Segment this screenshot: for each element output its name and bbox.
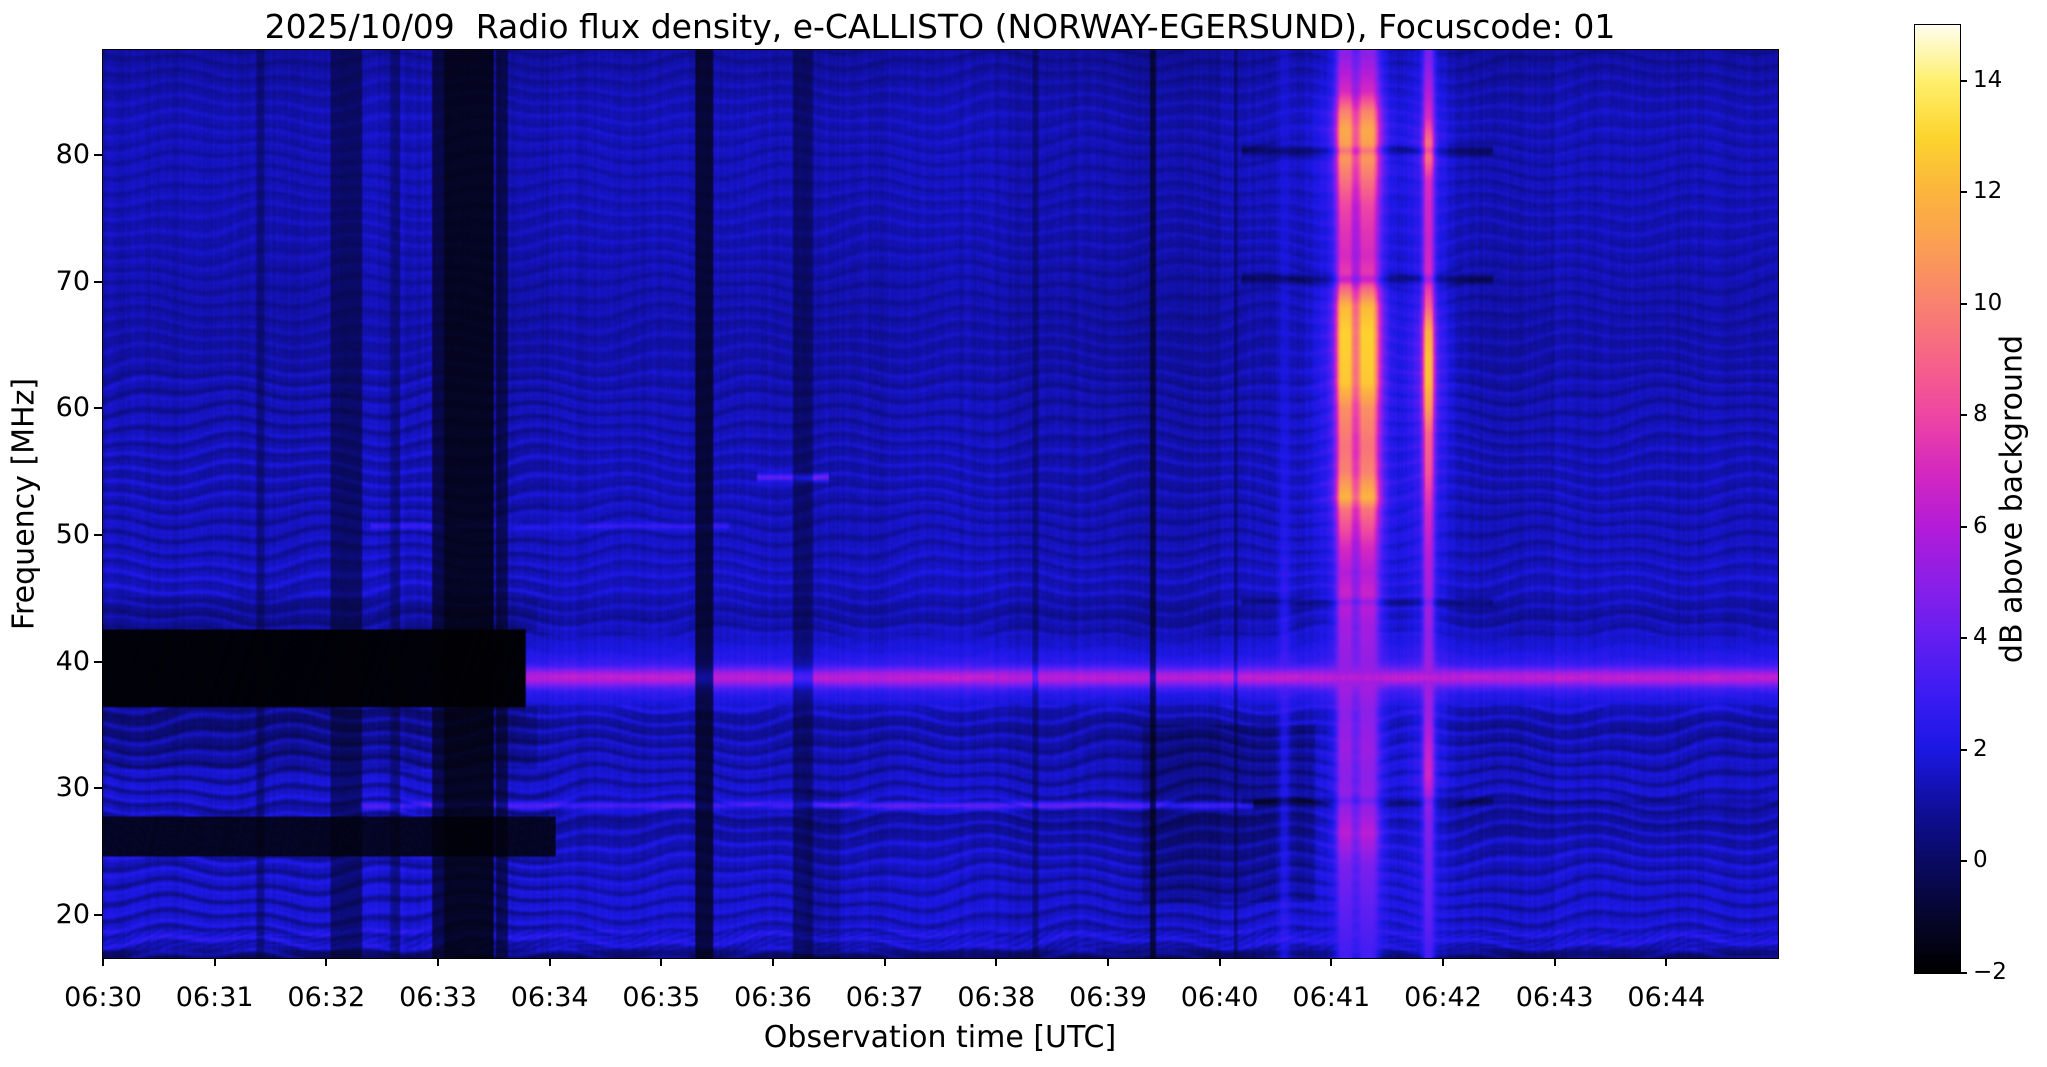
x-tick-label: 06:38 (957, 982, 1036, 1013)
x-tick-mark (1553, 958, 1556, 966)
colorbar-tick-mark (1960, 637, 1967, 640)
y-tick-label: 80 (55, 139, 90, 171)
colorbar-tick-mark (1960, 525, 1967, 528)
y-tick-label: 70 (55, 265, 90, 297)
x-tick-label: 06:33 (399, 982, 477, 1013)
y-tick-label: 60 (55, 392, 90, 424)
x-tick-mark (1442, 958, 1444, 966)
x-tick-label: 06:31 (175, 982, 254, 1013)
x-tick-mark (995, 958, 998, 966)
x-tick-label: 06:43 (1515, 982, 1594, 1013)
colorbar-canvas (1915, 25, 1960, 973)
x-tick-label: 06:30 (64, 982, 142, 1013)
y-tick-mark (94, 787, 102, 790)
x-tick-mark (1665, 958, 1668, 966)
colorbar-tick-label: 0 (1973, 847, 1988, 874)
x-tick-mark (213, 958, 216, 966)
x-tick-label: 06:36 (734, 982, 812, 1013)
chart-title: 2025/10/09 Radio flux density, e-CALLIST… (264, 7, 1616, 46)
x-tick-label: 06:40 (1180, 982, 1259, 1013)
y-tick-mark (94, 407, 102, 410)
y-tick-label: 30 (55, 772, 90, 804)
x-tick-label: 06:37 (845, 982, 924, 1013)
x-tick-mark (437, 958, 439, 966)
spectrogram-canvas (103, 50, 1778, 958)
x-tick-label: 06:42 (1404, 982, 1482, 1013)
colorbar-tick-label: 2 (1973, 735, 1988, 762)
x-tick-mark (883, 958, 886, 966)
y-tick-label: 40 (55, 645, 90, 677)
y-tick-mark (94, 660, 102, 663)
colorbar-tick-mark (1960, 302, 1967, 305)
x-tick-label: 06:32 (287, 982, 366, 1013)
x-tick-label: 06:34 (510, 982, 589, 1013)
colorbar-tick-label: 4 (1973, 624, 1988, 651)
colorbar-tick-label: 10 (1973, 289, 2003, 316)
x-tick-mark (1107, 958, 1109, 966)
colorbar-label: dB above background (1994, 334, 2030, 664)
x-tick-label: 06:44 (1627, 982, 1706, 1013)
y-tick-mark (94, 154, 102, 157)
colorbar-tick-mark (1960, 748, 1967, 751)
x-axis-label: Observation time [UTC] (763, 1020, 1117, 1055)
colorbar-tick-label: 12 (1973, 178, 2003, 205)
y-tick-label: 50 (55, 519, 90, 551)
x-tick-mark (548, 958, 551, 966)
x-tick-mark (102, 958, 104, 966)
colorbar-tick-mark (1960, 79, 1967, 82)
x-tick-mark (772, 958, 774, 966)
x-tick-label: 06:39 (1069, 982, 1147, 1013)
y-tick-mark (94, 280, 102, 283)
y-tick-label: 20 (55, 898, 90, 930)
colorbar-tick-mark (1960, 191, 1967, 194)
x-tick-label: 06:41 (1292, 982, 1371, 1013)
x-tick-mark (1330, 958, 1333, 966)
colorbar-tick-label: 14 (1973, 66, 2003, 93)
colorbar-tick-label: 6 (1973, 512, 1988, 539)
colorbar-tick-mark (1960, 972, 1967, 974)
colorbar-tick-label: 8 (1973, 401, 1988, 428)
colorbar-tick-mark (1960, 414, 1967, 417)
y-tick-mark (94, 913, 102, 916)
y-tick-mark (94, 534, 102, 537)
x-tick-mark (660, 958, 663, 966)
x-tick-mark (1218, 958, 1221, 966)
x-tick-label: 06:35 (622, 982, 701, 1013)
x-tick-mark (325, 958, 328, 966)
colorbar-tick-label: −2 (1973, 959, 2007, 985)
colorbar-tick-mark (1960, 860, 1967, 863)
